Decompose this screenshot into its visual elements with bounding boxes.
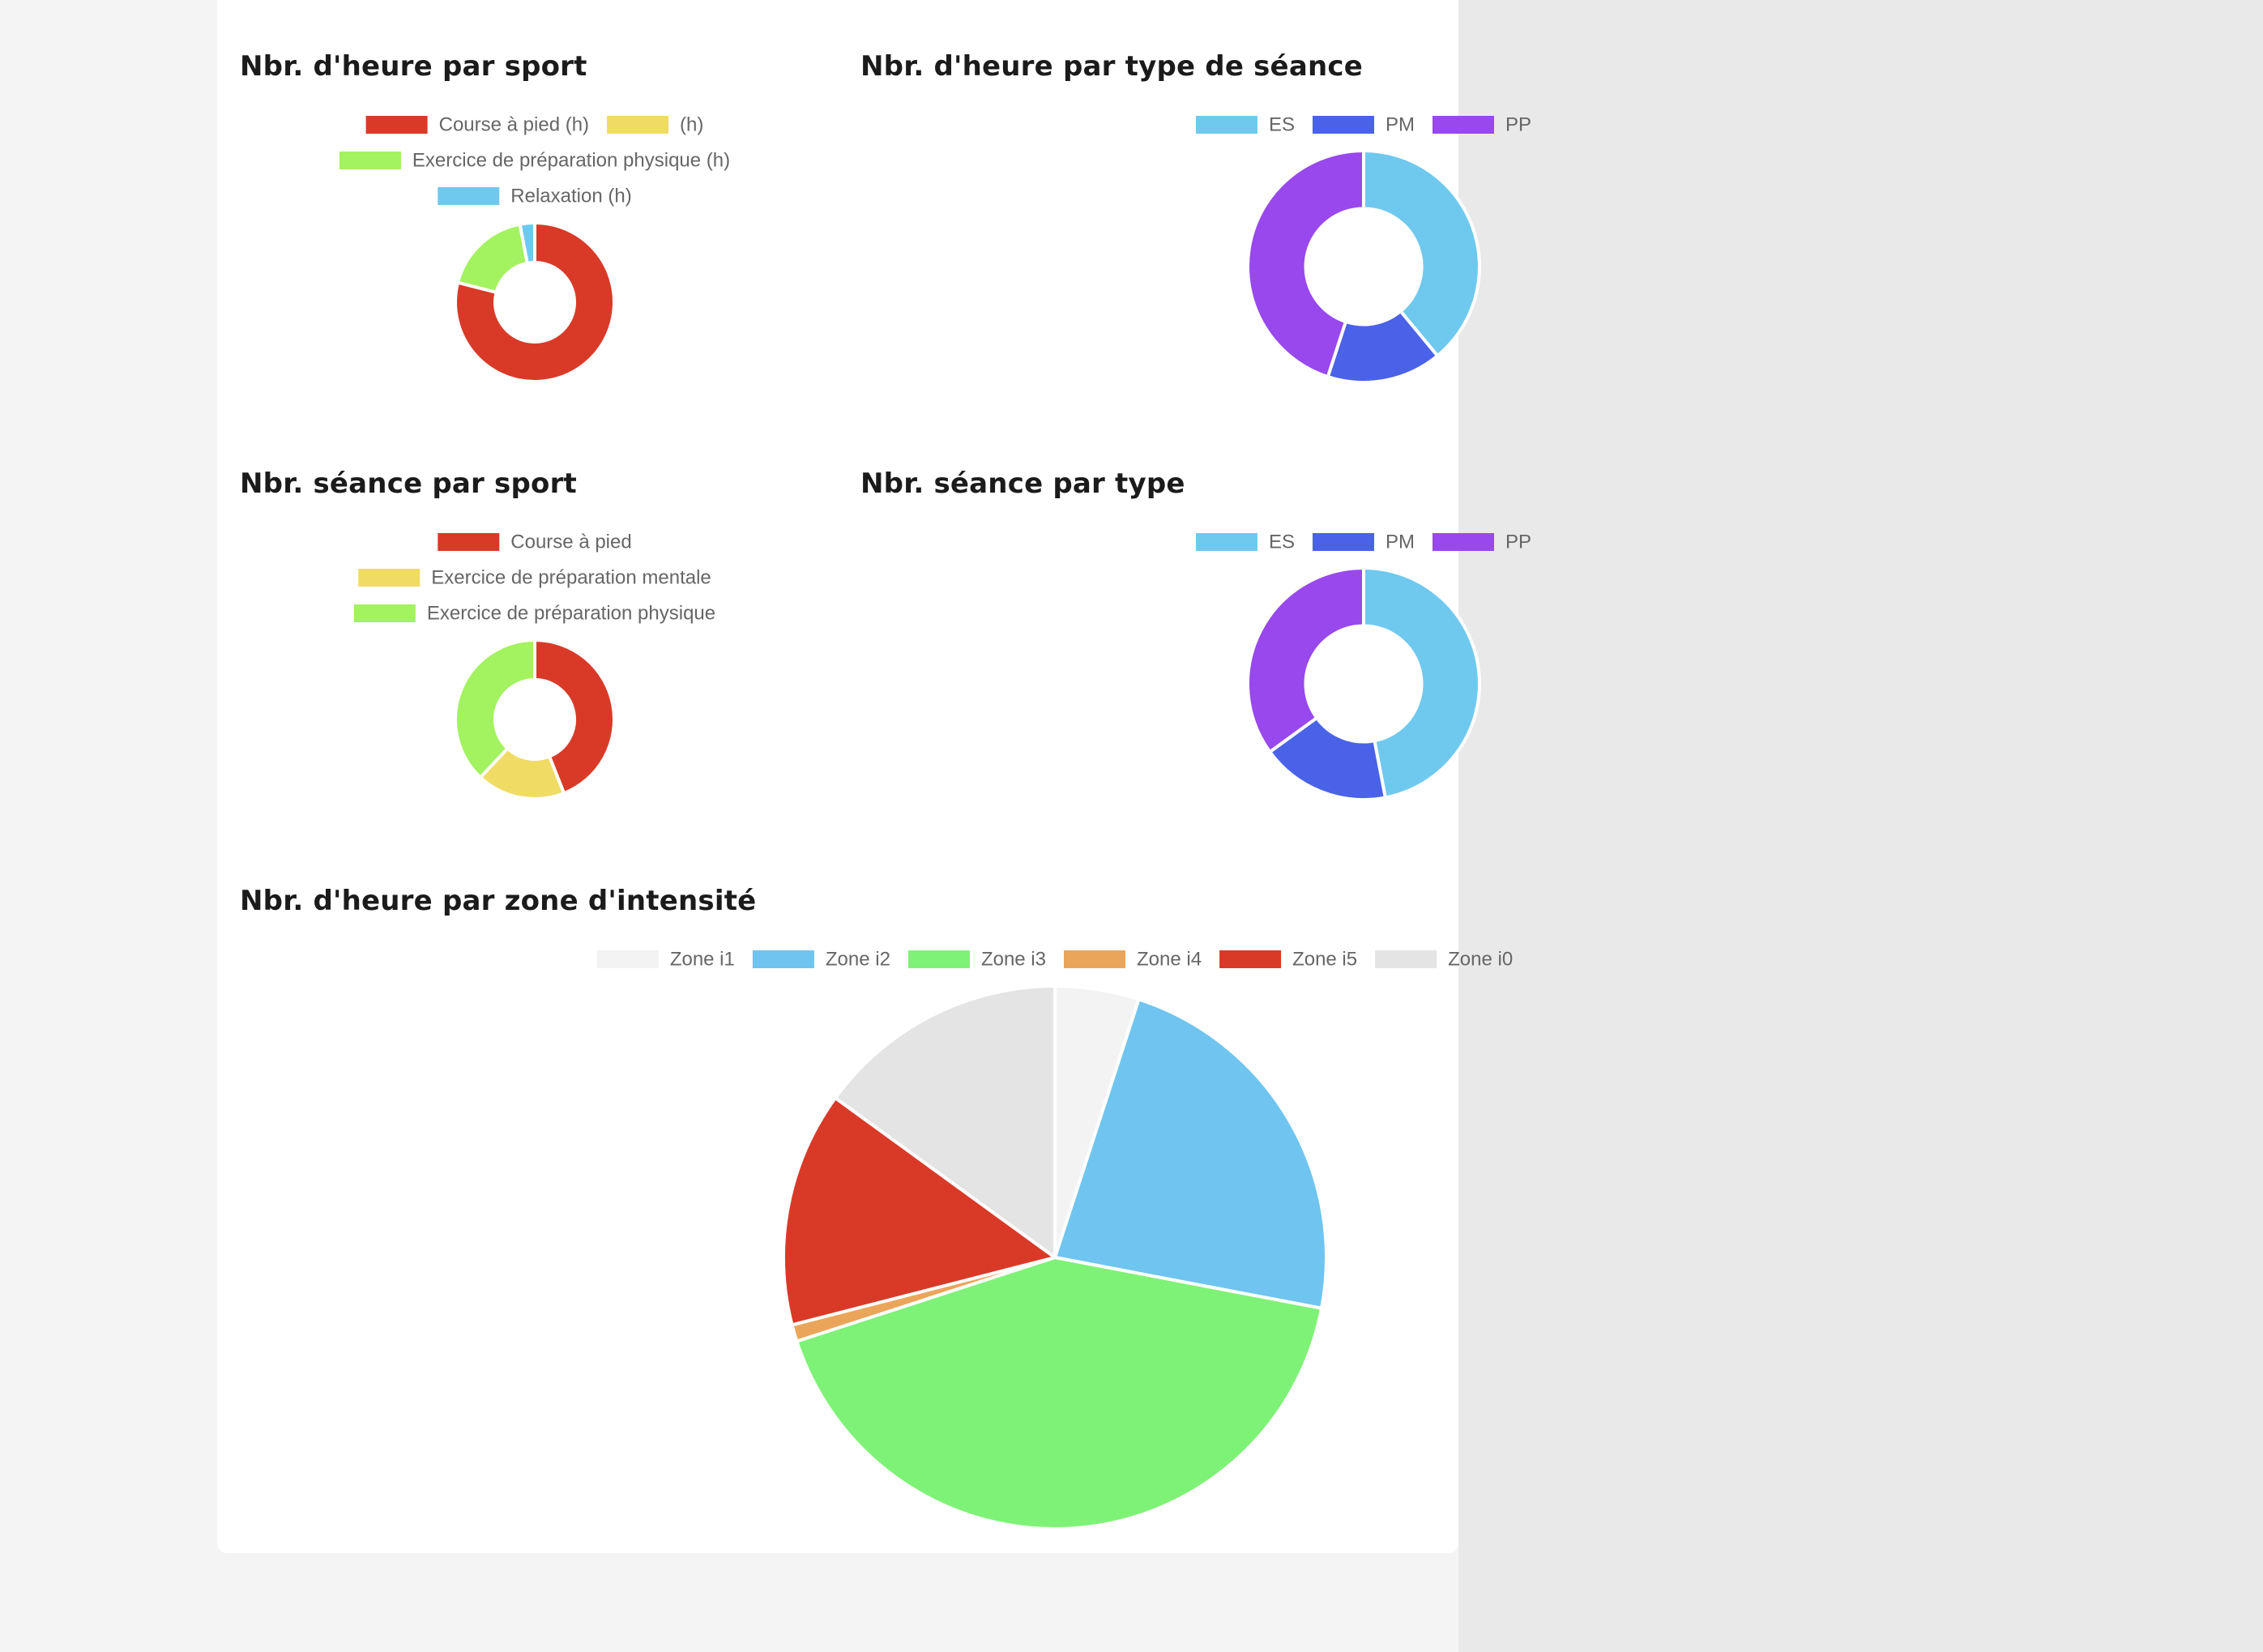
chart-title: Nbr. séance par sport	[240, 467, 578, 500]
legend-swatch-h[interactable]	[607, 116, 669, 134]
legend-swatch-course-a-pied[interactable]	[438, 533, 500, 551]
chart-seances-par-sport: Nbr. séance par sport Course à pied Exerc…	[240, 467, 799, 824]
chart-title: Nbr. d'heure par type de séance	[860, 50, 1363, 83]
slices	[454, 638, 616, 800]
legend-swatch-zone-i5[interactable]	[1219, 950, 1282, 968]
chart-heures-par-type: Nbr. d'heure par type de séance ES PM PP	[860, 50, 1531, 407]
legend: ES PM PP	[1195, 531, 1531, 553]
legend-swatch-course-a-pied-h[interactable]	[365, 116, 428, 134]
doughnut-chart-svg: ES PM PP	[1195, 531, 1531, 801]
legend-label-zone-i0: Zone i0	[1448, 949, 1513, 971]
legend-label-es: ES	[1269, 114, 1295, 136]
legend: Course à pied (h) (h) Exercice de préparat…	[339, 114, 730, 207]
legend-swatch-relaxation-h[interactable]	[438, 187, 500, 205]
legend-label-pp: PP	[1505, 114, 1531, 136]
slices	[782, 984, 1328, 1530]
legend-swatch-zone-i3[interactable]	[907, 950, 970, 968]
slice-relaxation-h[interactable]	[518, 221, 536, 265]
slices	[454, 221, 616, 383]
chart-heures-par-sport: Nbr. d'heure par sport Course à pied (h)…	[240, 50, 799, 407]
legend-label-zone-i3: Zone i3	[981, 949, 1046, 971]
slice-course-a-pied[interactable]	[533, 638, 616, 796]
legend-swatch-pp[interactable]	[1433, 116, 1494, 134]
legend-label-exercice-de-preparation-physique: Exercice de préparation physique	[427, 603, 715, 625]
slice-pp[interactable]	[1246, 149, 1365, 379]
legend-label-es: ES	[1269, 531, 1295, 553]
doughnut-chart-svg: Course à pied (h) (h) Exercice de préparat…	[339, 114, 730, 383]
legend-swatch-es[interactable]	[1195, 116, 1257, 134]
legend-label-pp: PP	[1505, 531, 1531, 553]
slice-zone-i3[interactable]	[795, 1256, 1324, 1530]
legend-label-exercice-de-preparation-mentale: Exercice de préparation mentale	[431, 567, 711, 589]
legend-swatch-pp[interactable]	[1433, 533, 1494, 551]
slice-exercice-de-preparation-physique[interactable]	[454, 638, 536, 779]
legend-swatch-exercice-de-preparation-physique[interactable]	[353, 604, 416, 622]
chart-title: Nbr. séance par type	[860, 467, 1185, 500]
slice-pm[interactable]	[1268, 716, 1387, 801]
legend: Zone i1 Zone i2 Zone i3 Zone i4 Zone i5 Zone …	[596, 949, 1513, 971]
legend-label-h: (h)	[680, 114, 703, 136]
legend-label-zone-i1: Zone i1	[670, 949, 735, 971]
slice-exercice-de-preparation-physique-h[interactable]	[456, 222, 529, 294]
chart-title: Nbr. d'heure par sport	[240, 50, 587, 83]
slice-es[interactable]	[1362, 566, 1481, 800]
legend-swatch-exercice-de-preparation-physique-h[interactable]	[339, 152, 401, 169]
slice-pp[interactable]	[1246, 566, 1365, 754]
legend-swatch-es[interactable]	[1195, 533, 1257, 551]
slices	[1246, 149, 1481, 384]
legend: ES PM PP	[1195, 114, 1531, 136]
slice-zone-i5[interactable]	[782, 1096, 1057, 1327]
right-panel	[1458, 0, 2263, 1652]
legend-label-zone-i5: Zone i5	[1292, 949, 1357, 971]
slice-zone-i2[interactable]	[1053, 997, 1328, 1310]
legend-swatch-pm[interactable]	[1313, 116, 1374, 134]
doughnut-chart-svg: Course à pied Exercice de préparation men…	[353, 531, 715, 800]
legend-swatch-zone-i1[interactable]	[596, 950, 659, 968]
slices	[1246, 566, 1481, 801]
legend: Course à pied Exercice de préparation men…	[353, 531, 715, 625]
legend-swatch-pm[interactable]	[1313, 533, 1374, 551]
chart-heures-par-zone: Nbr. d'heure par zone d'intensité Zone i…	[240, 885, 1513, 1533]
legend-label-pm: PM	[1386, 531, 1415, 553]
pie-chart-svg: Zone i1 Zone i2 Zone i3 Zone i4 Zone i5 Zone …	[596, 949, 1513, 1530]
legend-swatch-zone-i0[interactable]	[1375, 950, 1437, 968]
legend-swatch-zone-i4[interactable]	[1064, 950, 1125, 968]
charts-card: Nbr. d'heure par sport Course à pied (h)…	[217, 0, 1531, 1553]
legend-label-course-a-pied-h: Course à pied (h)	[439, 114, 589, 136]
legend-swatch-exercice-de-preparation-mentale[interactable]	[358, 569, 421, 587]
legend-label-zone-i4: Zone i4	[1137, 949, 1202, 971]
legend-label-pm: PM	[1386, 114, 1415, 136]
legend-label-course-a-pied: Course à pied	[510, 531, 631, 553]
legend-label-relaxation-h: Relaxation (h)	[510, 186, 631, 207]
slice-zone-i0[interactable]	[833, 984, 1057, 1259]
slice-es[interactable]	[1362, 149, 1481, 358]
slice-course-a-pied-h[interactable]	[454, 221, 616, 383]
chart-title: Nbr. d'heure par zone d'intensité	[240, 885, 757, 917]
doughnut-chart-svg: ES PM PP	[1195, 114, 1531, 384]
chart-seances-par-type: Nbr. séance par type ES PM PP	[860, 467, 1531, 824]
legend-label-zone-i2: Zone i2	[826, 949, 890, 971]
legend-label-exercice-de-preparation-physique-h: Exercice de préparation physique (h)	[412, 150, 730, 172]
legend-swatch-zone-i2[interactable]	[752, 950, 814, 968]
